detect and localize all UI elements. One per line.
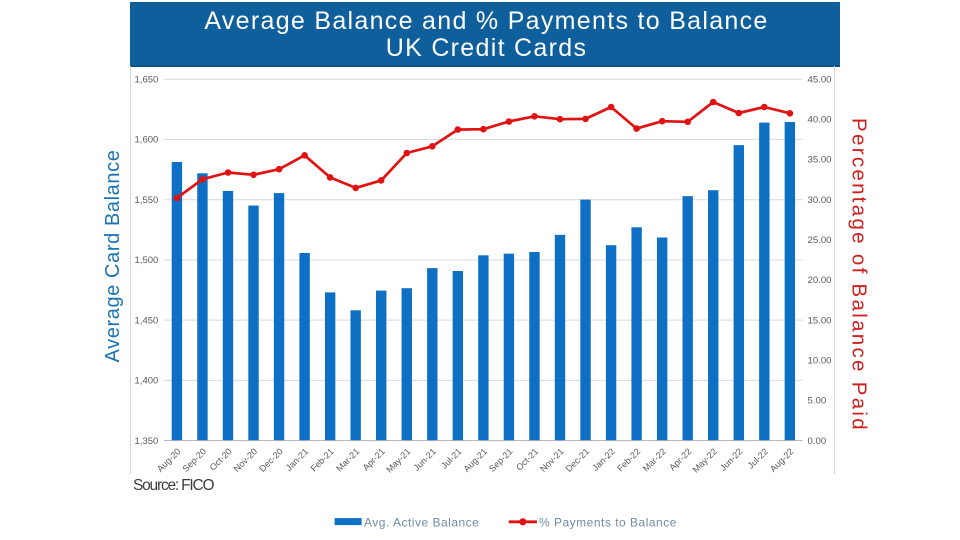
svg-text:1,650: 1,650 [135,74,159,85]
svg-text:Jul-22: Jul-22 [746,446,770,470]
svg-text:1,500: 1,500 [135,255,159,266]
svg-text:% Payments to Balance: % Payments to Balance [539,516,677,530]
svg-text:May-22: May-22 [691,446,719,474]
svg-text:Feb-21: Feb-21 [309,446,336,473]
svg-text:Nov-20: Nov-20 [232,446,260,474]
svg-text:25.00: 25.00 [808,235,832,246]
svg-text:Avg. Active Balance: Avg. Active Balance [364,516,479,530]
svg-text:Sep-20: Sep-20 [181,446,209,474]
svg-text:Feb-22: Feb-22 [615,446,642,473]
svg-text:Apr-21: Apr-21 [361,446,387,472]
svg-text:10.00: 10.00 [808,356,832,367]
svg-text:30.00: 30.00 [808,195,832,206]
svg-text:Aug-22: Aug-22 [768,446,796,474]
svg-text:1,450: 1,450 [135,315,159,326]
svg-text:1,550: 1,550 [135,195,159,206]
svg-text:Nov-21: Nov-21 [538,446,566,474]
svg-text:1,600: 1,600 [135,135,159,146]
svg-text:15.00: 15.00 [808,315,832,326]
svg-text:Jun-22: Jun-22 [718,446,745,473]
svg-text:Jun-21: Jun-21 [411,446,438,473]
svg-text:Mar-22: Mar-22 [641,446,668,473]
svg-text:May-21: May-21 [384,446,412,474]
svg-text:Aug-21: Aug-21 [462,446,490,474]
svg-text:20.00: 20.00 [808,275,832,286]
svg-text:Average Card Balance: Average Card Balance [102,150,124,363]
svg-text:Percentage of Balance Paid: Percentage of Balance Paid [848,118,871,432]
svg-text:Oct-21: Oct-21 [514,446,540,472]
svg-text:1,350: 1,350 [135,436,159,447]
svg-text:1,400: 1,400 [135,376,159,387]
svg-text:Jul-21: Jul-21 [439,446,463,470]
svg-text:35.00: 35.00 [808,155,832,166]
svg-text:Mar-21: Mar-21 [334,446,361,473]
svg-text:0.00: 0.00 [808,436,827,447]
svg-text:5.00: 5.00 [808,396,827,407]
svg-text:45.00: 45.00 [808,74,832,85]
svg-text:Oct-20: Oct-20 [208,446,234,472]
svg-text:Dec-21: Dec-21 [564,446,592,474]
svg-text:Jan-21: Jan-21 [284,446,311,473]
svg-text:40.00: 40.00 [808,115,832,126]
svg-text:Aug-20: Aug-20 [155,446,183,474]
svg-text:Apr-22: Apr-22 [667,446,693,472]
svg-text:Dec-20: Dec-20 [257,446,285,474]
svg-text:Jan-22: Jan-22 [590,446,617,473]
svg-text:Sep-21: Sep-21 [487,446,515,474]
